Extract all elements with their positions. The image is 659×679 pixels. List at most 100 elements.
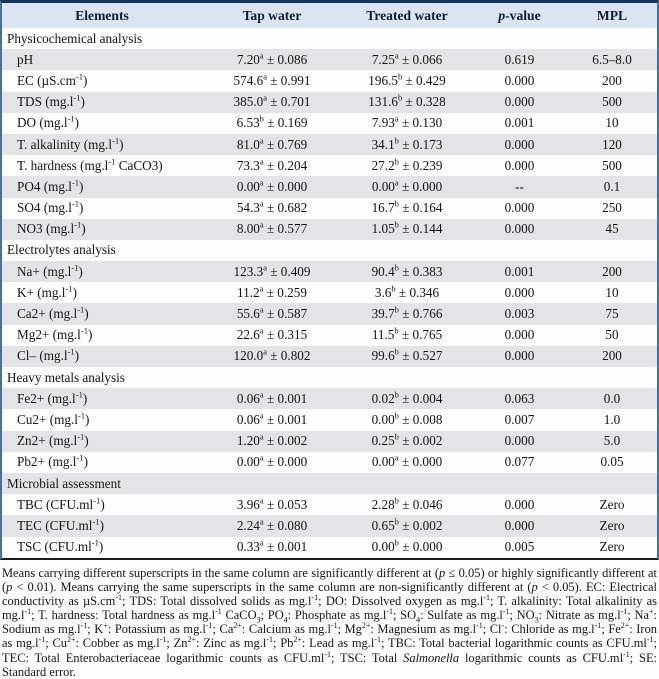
p-value-cell: 0.001: [504, 115, 535, 131]
table-row: Cu2+ (mg.l-1) 0.06a ± 0.001 0.00b ± 0.008 0…: [2, 409, 657, 430]
table-row: DO (mg.l-1) 6.53b ± 0.169 7.93a ± 0.130 0.0…: [2, 113, 657, 134]
p-value-cell: 0.005: [504, 539, 535, 555]
tap-water-cell: 0.00a ± 0.000: [236, 452, 308, 470]
table-row: K+ (mg.l-1) 11.2a ± 0.259 3.6b ± 0.346 0.00…: [2, 282, 657, 303]
tap-water-cell: 8.00a ± 0.577: [236, 219, 308, 237]
mpl-cell: 500: [602, 157, 622, 173]
tap-water-cell: 11.2a ± 0.259: [237, 283, 307, 300]
column-header-1: Tap water: [202, 3, 342, 28]
tap-water-cell: 123.3a ± 0.409: [233, 262, 311, 279]
element-cell: Na+ (mg.l-1): [17, 262, 83, 279]
table-row: Pb2+ (mg.l-1) 0.00a ± 0.000 0.00a ± 0.000 0…: [2, 452, 657, 473]
treated-water-cell: 0.00a ± 0.000: [371, 177, 443, 194]
treated-water-cell: 196.5b ± 0.429: [368, 71, 446, 88]
tap-water-cell: 7.20a ± 0.086: [236, 50, 308, 67]
treated-water-cell: 99.6b ± 0.527: [371, 347, 443, 364]
mpl-cell: 45: [605, 221, 619, 237]
section-header-row: Microbial assessment: [2, 472, 657, 495]
tap-water-cell: 0.06a ± 0.001: [236, 389, 308, 406]
mpl-cell: 250: [602, 200, 622, 216]
water-analysis-table: Elements Tap water Treated water p-value MPL…: [2, 3, 657, 558]
mpl-cell: 1.0: [603, 411, 621, 427]
table-row: TSC (CFU.ml-1) 0.33a ± 0.001 0.00b ± 0.000…: [2, 537, 657, 558]
tap-water-cell: 0.00a ± 0.000: [236, 177, 308, 194]
tap-water-cell: 55.6a ± 0.587: [236, 304, 308, 322]
element-cell: Pb2+ (mg.l-1): [17, 452, 88, 470]
mpl-cell: 50: [605, 327, 619, 343]
tap-water-cell: 120.0a ± 0.802: [233, 347, 311, 364]
table-row: TEC (CFU.ml-1) 2.24a ± 0.080 0.65b ± 0.002…: [2, 515, 657, 537]
treated-water-cell: 0.65b ± 0.002: [371, 516, 443, 533]
treated-water-cell: 1.05b ± 0.144: [371, 219, 443, 237]
p-value-cell: 0.003: [504, 306, 535, 322]
p-value-cell: 0.077: [504, 454, 535, 470]
water-analysis-table-frame: Elements Tap water Treated water p-value MPL…: [0, 0, 659, 560]
element-cell: TBC (CFU.ml-1): [17, 495, 105, 512]
section-title: Physicochemical analysis: [7, 30, 143, 46]
p-value-cell: 0.000: [504, 348, 535, 364]
treated-water-cell: 16.7b ± 0.164: [371, 198, 443, 216]
treated-water-cell: 11.5b ± 0.765: [371, 325, 443, 343]
p-value-cell: 0.000: [504, 496, 535, 512]
treated-water-cell: 7.25a ± 0.066: [371, 50, 443, 67]
table-row: Mg2+ (mg.l-1) 22.6a ± 0.315 11.5b ± 0.765 0…: [2, 325, 657, 346]
p-value-cell: 0.000: [504, 327, 535, 343]
table-row: TBC (CFU.ml-1) 3.96a ± 0.053 2.28b ± 0.046…: [2, 494, 657, 515]
tap-water-cell: 73.3a ± 0.204: [236, 156, 308, 173]
p-value-cell: 0.000: [504, 284, 535, 300]
section-title: Microbial assessment: [7, 475, 121, 491]
tap-water-cell: 3.96a ± 0.053: [236, 495, 308, 512]
mpl-cell: Zero: [599, 496, 625, 512]
tap-water-cell: 2.24a ± 0.080: [236, 516, 308, 533]
element-cell: Cu2+ (mg.l-1): [17, 410, 90, 427]
treated-water-cell: 0.25b ± 0.002: [371, 431, 443, 449]
element-cell: K+ (mg.l-1): [17, 283, 77, 300]
mpl-cell: Zero: [599, 539, 625, 555]
p-value-cell: 0.001: [504, 263, 535, 279]
element-cell: DO (mg.l-1): [17, 113, 80, 131]
mpl-cell: 500: [602, 94, 622, 110]
section-title: Electrolytes analysis: [7, 242, 116, 258]
element-cell: PO4 (mg.l-1): [17, 177, 84, 194]
tap-water-cell: 574.6a ± 0.991: [233, 71, 311, 88]
mpl-cell: 0.1: [603, 178, 621, 194]
element-cell: NO3 (mg.l-1): [17, 219, 86, 237]
column-header-2: Treated water: [342, 3, 472, 28]
element-cell: Fe2+ (mg.l-1): [17, 389, 88, 406]
table-row: Cl– (mg.l-1) 120.0a ± 0.802 99.6b ± 0.527 0…: [2, 345, 657, 367]
tap-water-cell: 54.3a ± 0.682: [236, 198, 308, 216]
p-value-cell: 0.000: [504, 72, 535, 88]
treated-water-cell: 2.28b ± 0.046: [371, 495, 443, 512]
mpl-cell: 5.0: [603, 433, 621, 449]
treated-water-cell: 0.02b ± 0.004: [371, 389, 443, 406]
element-cell: EC (µS.cm-1): [17, 71, 88, 88]
tap-water-cell: 81.0a ± 0.769: [236, 135, 308, 152]
treated-water-cell: 34.1b ± 0.173: [371, 135, 443, 152]
table-body: Physicochemical analysis pH 7.20a ± 0.086 7…: [2, 28, 657, 558]
p-value-cell: 0.000: [504, 433, 535, 449]
element-cell: Zn2+ (mg.l-1): [17, 431, 89, 449]
mpl-cell: 10: [605, 284, 619, 300]
table-row: Fe2+ (mg.l-1) 0.06a ± 0.001 0.02b ± 0.004 0…: [2, 388, 657, 410]
tap-water-cell: 0.33a ± 0.001: [236, 537, 308, 555]
element-cell: TEC (CFU.ml-1): [17, 516, 104, 533]
table-header: Elements Tap water Treated water p-value MPL: [2, 3, 657, 28]
p-value-cell: 0.619: [504, 51, 535, 67]
table-row: T. hardness (mg.l-1 CaCO3) 73.3a ± 0.204 2…: [2, 155, 657, 176]
section-title: Heavy metals analysis: [7, 369, 125, 385]
section-header-row: Electrolytes analysis: [2, 240, 657, 261]
table-row: EC (µS.cm-1) 574.6a ± 0.991 196.5b ± 0.429…: [2, 70, 657, 91]
tap-water-cell: 6.53b ± 0.169: [236, 113, 308, 131]
mpl-cell: 10: [605, 115, 619, 131]
tap-water-cell: 385.0a ± 0.701: [233, 92, 311, 110]
element-cell: Ca2+ (mg.l-1): [17, 304, 89, 322]
element-cell: SO4 (mg.l-1): [17, 198, 84, 216]
treated-water-cell: 7.93a ± 0.130: [371, 113, 443, 131]
p-value-cell: 0.000: [504, 157, 535, 173]
treated-water-cell: 0.00b ± 0.000: [371, 537, 443, 555]
mpl-cell: 6.5–8.0: [592, 51, 632, 67]
p-value-cell: 0.000: [504, 136, 535, 152]
table-row: TDS (mg.l-1) 385.0a ± 0.701 131.6b ± 0.328…: [2, 91, 657, 113]
tap-water-cell: 22.6a ± 0.315: [236, 325, 308, 343]
